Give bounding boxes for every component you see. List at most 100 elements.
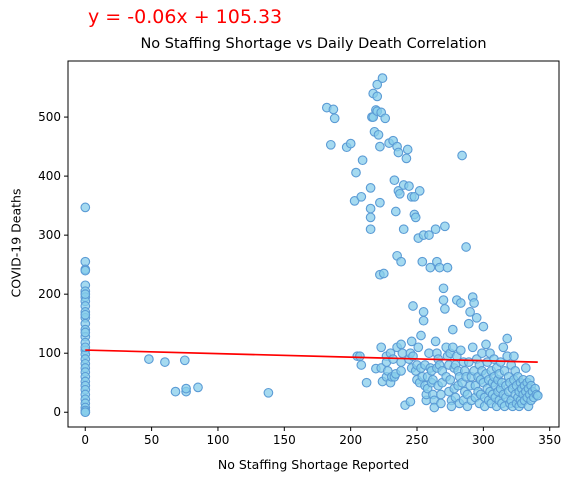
data-point <box>469 298 479 308</box>
data-point <box>463 318 474 329</box>
data-point <box>80 289 91 300</box>
y-axis-ticks: 0 100 200 300 400 500 <box>38 110 68 419</box>
data-point <box>80 327 91 338</box>
x-tick-label: 100 <box>207 433 230 447</box>
data-point <box>467 342 478 353</box>
data-point <box>498 342 509 353</box>
x-tick-label: 0 <box>81 433 89 447</box>
y-tick-label: 0 <box>53 405 61 419</box>
data-point <box>477 348 487 359</box>
points-group <box>80 73 543 418</box>
data-point <box>396 339 406 350</box>
x-axis-ticks: 0 50 100 150 200 250 300 350 <box>81 427 561 447</box>
data-point <box>414 186 425 196</box>
data-point <box>442 262 453 273</box>
data-point <box>424 230 434 240</box>
x-tick-label: 350 <box>538 433 561 447</box>
data-point <box>396 366 406 376</box>
data-point <box>356 360 367 370</box>
data-point <box>355 351 365 362</box>
data-point <box>390 206 401 217</box>
data-point <box>428 374 438 385</box>
data-point <box>394 188 405 199</box>
x-axis-label: No Staffing Shortage Reported <box>217 457 410 472</box>
data-point <box>405 396 416 407</box>
data-point <box>325 139 336 150</box>
data-point <box>357 155 368 166</box>
data-point <box>396 256 406 267</box>
data-point <box>329 113 340 124</box>
data-point <box>365 183 376 193</box>
y-tick-label: 100 <box>38 346 61 360</box>
data-point <box>445 374 456 385</box>
data-point <box>179 355 190 366</box>
data-point <box>372 79 383 90</box>
data-point <box>481 339 491 350</box>
data-point <box>436 389 446 400</box>
y-tick-label: 400 <box>38 169 61 183</box>
data-point <box>375 197 385 208</box>
data-point <box>471 312 482 323</box>
data-point <box>520 363 531 373</box>
data-point <box>434 262 445 273</box>
data-point <box>401 153 412 164</box>
data-point <box>457 150 467 161</box>
data-point <box>463 357 474 367</box>
data-point <box>378 268 389 279</box>
data-point <box>461 242 471 252</box>
data-point <box>413 342 424 353</box>
data-point <box>406 336 417 347</box>
data-point <box>328 104 339 115</box>
data-point <box>502 333 513 344</box>
data-point <box>365 212 376 223</box>
regression-equation: y = -0.06x + 105.33 <box>88 6 283 28</box>
x-tick-label: 250 <box>406 433 429 447</box>
data-point <box>430 336 441 347</box>
data-point <box>424 348 434 359</box>
data-point <box>447 324 458 335</box>
data-point <box>425 262 436 273</box>
data-point <box>532 390 543 401</box>
data-point <box>446 401 457 412</box>
data-point <box>438 295 449 305</box>
data-point <box>389 175 400 186</box>
y-tick-label: 500 <box>38 110 61 124</box>
data-point <box>418 307 429 317</box>
data-point <box>478 321 489 332</box>
data-point <box>455 298 466 308</box>
data-point <box>80 265 91 276</box>
y-tick-label: 300 <box>38 228 61 242</box>
data-point <box>417 256 428 267</box>
chart-title: No Staffing Shortage vs Daily Death Corr… <box>140 36 487 52</box>
data-point <box>380 113 391 124</box>
data-point <box>80 202 91 213</box>
data-point <box>418 315 429 326</box>
data-point <box>80 309 91 320</box>
data-point <box>144 354 154 364</box>
data-point <box>409 191 420 202</box>
data-point <box>509 351 519 362</box>
data-point <box>372 91 383 102</box>
data-point <box>193 382 203 393</box>
data-point <box>181 383 191 394</box>
data-point <box>393 147 404 158</box>
data-point <box>408 301 418 311</box>
data-point <box>356 191 367 202</box>
data-point <box>410 212 421 223</box>
data-point <box>438 283 449 294</box>
x-tick-label: 150 <box>273 433 296 447</box>
data-point <box>365 224 376 235</box>
data-point <box>416 330 426 341</box>
data-point <box>455 345 466 356</box>
data-point <box>430 224 441 235</box>
data-point <box>365 203 376 214</box>
data-point <box>440 221 450 232</box>
data-point <box>447 342 458 353</box>
regression-line <box>85 349 538 363</box>
y-tick-label: 200 <box>38 287 61 301</box>
data-point <box>160 357 170 367</box>
data-point <box>375 141 385 152</box>
data-point <box>351 167 361 178</box>
data-point <box>398 224 409 235</box>
